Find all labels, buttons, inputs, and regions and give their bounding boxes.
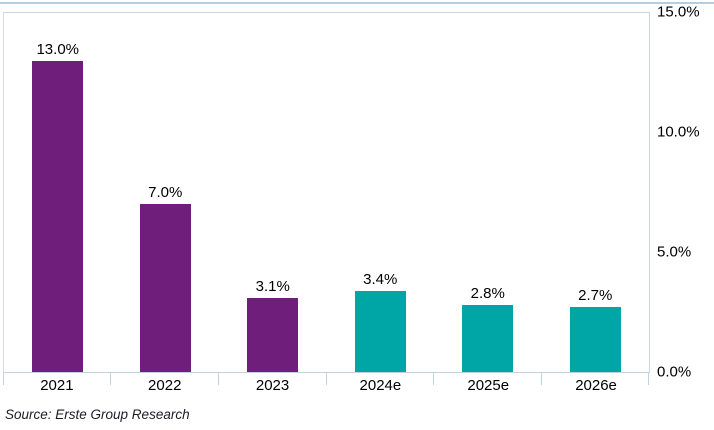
x-axis-label: 2023: [255, 377, 290, 394]
plot-area: 13.0% 7.0% 3.1% 3.4% 2.8% 2.7%: [3, 12, 650, 385]
x-axis-label: 2024e: [359, 377, 402, 394]
x-axis-labels: 2021 2022 2023 2024e 2025e 2026e: [3, 377, 650, 394]
x-axis-label: 2025e: [467, 377, 510, 394]
x-axis-tick: [432, 372, 434, 385]
source-note: Source: Erste Group Research: [5, 407, 190, 422]
x-axis-tick: [325, 372, 327, 385]
y-axis-label: 0.0%: [657, 363, 692, 381]
bar-value-label: 3.4%: [363, 270, 398, 288]
bar: [247, 297, 299, 372]
bar-slot: 3.1%: [219, 13, 327, 372]
bar: [354, 290, 406, 372]
bar-value-label: 3.1%: [255, 277, 290, 295]
y-axis-label: 15.0%: [657, 3, 700, 21]
bar: [32, 60, 84, 372]
x-axis-tick: [3, 372, 4, 385]
top-divider-line: [0, 2, 714, 4]
bar: [462, 305, 514, 372]
x-axis-tick: [540, 372, 542, 385]
x-axis-tick: [110, 372, 112, 385]
x-axis-tick: [217, 372, 219, 385]
bar-slot: 3.4%: [327, 13, 435, 372]
bar-value-label: 7.0%: [148, 184, 183, 202]
bar-value-label: 2.8%: [470, 285, 505, 302]
bar: [139, 204, 191, 372]
x-axis-label: 2026e: [575, 377, 617, 394]
x-axis-label: 2022: [148, 377, 182, 394]
bar: [569, 307, 621, 372]
bar-slot: 7.0%: [112, 13, 220, 372]
y-axis-labels: 0.0% 5.0% 10.0% 15.0%: [657, 4, 713, 381]
bar-slot: 13.0%: [4, 13, 112, 372]
x-axis-tick: [648, 372, 649, 385]
y-axis-label: 10.0%: [657, 123, 700, 141]
bar-value-label: 2.7%: [578, 287, 613, 305]
bar-slot: 2.7%: [542, 13, 650, 372]
bar-slot: 2.8%: [434, 13, 542, 372]
bar-value-label: 13.0%: [36, 40, 80, 58]
y-axis-label: 5.0%: [657, 243, 692, 261]
x-axis-label: 2021: [40, 377, 74, 394]
